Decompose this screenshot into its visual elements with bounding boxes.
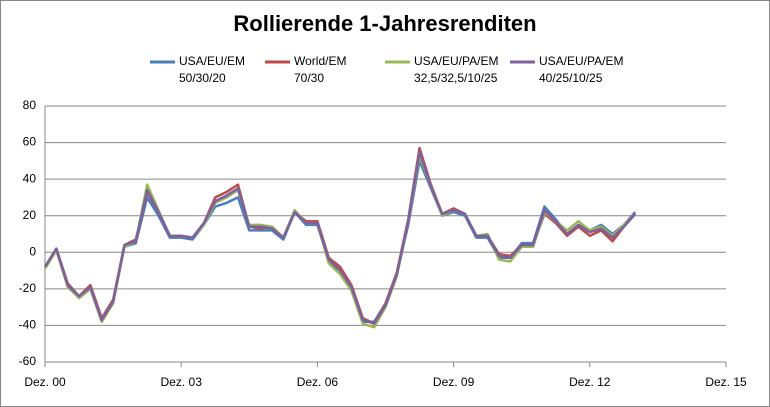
y-tick-label: 20 xyxy=(23,208,37,222)
y-tick-label: -60 xyxy=(19,354,37,368)
x-tick-label: Dez. 03 xyxy=(161,375,203,389)
y-tick-label: 60 xyxy=(23,135,37,149)
x-tick-label: Dez. 09 xyxy=(433,375,475,389)
y-tick-label: -40 xyxy=(19,318,37,332)
x-tick-label: Dez. 15 xyxy=(705,375,747,389)
legend-label: USA/EU/EM 50/30/20 xyxy=(179,54,245,85)
legend-label: World/EM 70/30 xyxy=(294,54,346,85)
chart-title: Rollierende 1-Jahresrenditen xyxy=(233,11,536,36)
y-tick-label: 80 xyxy=(23,98,37,112)
series-line xyxy=(43,150,637,325)
x-tick-label: Dez. 00 xyxy=(24,375,66,389)
y-tick-label: 0 xyxy=(29,244,36,258)
x-tick-label: Dez. 06 xyxy=(297,375,339,389)
legend-label: USA/EU/PA/EM 32,5/32,5/10/25 xyxy=(414,54,498,85)
x-tick-label: Dez. 12 xyxy=(569,375,611,389)
y-tick-label: -20 xyxy=(19,281,37,295)
legend-label: USA/EU/PA/EM 40/25/10/25 xyxy=(539,54,623,85)
y-tick-label: 40 xyxy=(23,171,37,185)
